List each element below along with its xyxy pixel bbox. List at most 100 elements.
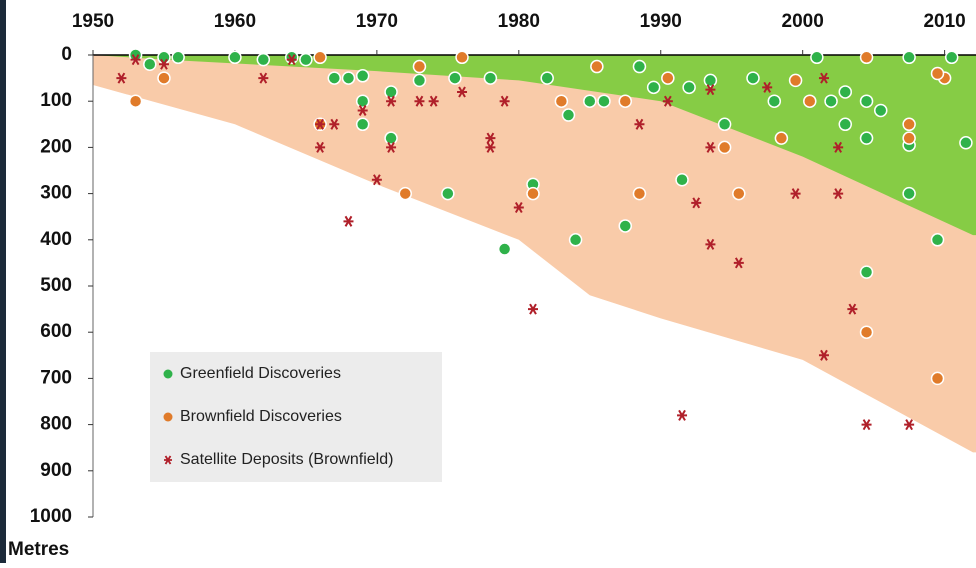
regions [93,55,976,453]
discovery-marker [703,73,718,88]
x-tick-label: 1990 [640,11,682,32]
satellite-marker [499,95,510,107]
satellite-marker [158,58,169,70]
x-tick-label: 1980 [498,11,540,32]
discovery-marker [859,50,874,65]
legend-marker [164,455,172,465]
satellite-marker [414,95,425,107]
discovery-marker [959,136,973,150]
discovery-marker [859,265,874,279]
discovery-marker [441,186,455,201]
x-tick-label: 1950 [72,11,114,32]
y-tick-label: 300 [40,183,72,204]
satellite-marker [705,238,716,250]
y-tick-label: 200 [40,136,72,157]
discovery-marker [398,186,413,201]
legend-box [150,352,442,482]
discovery-marker [554,94,569,108]
discovery-marker [157,50,171,65]
y-tick-label: 800 [40,414,72,435]
satellite-marker [818,72,829,84]
discovery-marker [412,59,427,74]
satellite-marker [371,174,382,186]
discovery-marker [930,66,945,81]
satellite-marker [528,303,538,315]
satellite-marker [662,95,673,107]
discovery-marker [313,50,327,65]
points [116,48,973,431]
satellite-marker [315,141,326,153]
satellite-marker [116,72,127,84]
discovery-marker [930,371,945,386]
y-axis-label: Metres [8,539,69,560]
discovery-marker [618,219,633,233]
discovery-marker [682,80,696,95]
discovery-marker [355,69,370,83]
discovery-marker [824,94,838,108]
x-tick-label: 1960 [214,11,256,32]
discovery-marker [632,186,647,201]
discovery-marker [944,50,959,65]
legend-item: Brownfield Discoveries [163,408,342,425]
legend-label: Satellite Deposits (Brownfield) [180,451,393,468]
satellite-marker [513,201,524,213]
satellite-marker [343,215,354,227]
discovery-marker [590,59,604,74]
frame-edge [0,0,6,563]
satellite-marker [457,86,468,98]
legend-item: Greenfield Discoveries [163,365,341,382]
discovery-marker [341,71,356,85]
discovery-marker [497,242,512,256]
satellite-marker [833,141,844,153]
satellite-marker [818,349,829,361]
discovery-marker [448,71,462,85]
x-tick-label: 1970 [356,11,398,32]
legend-item: Satellite Deposits (Brownfield) [164,451,393,468]
discovery-marker [803,94,817,108]
legend-marker [163,369,173,379]
satellite-marker [386,95,397,107]
discovery-marker [767,94,782,108]
y-tick-label: 500 [40,275,72,296]
region [93,55,976,453]
satellite-marker [904,419,915,431]
satellite-marker [705,141,716,153]
satellite-marker [357,104,368,116]
satellite-marker [691,197,702,209]
discovery-marker [788,73,803,88]
discovery-marker [859,94,874,108]
discovery-marker [143,57,157,71]
satellite-marker [634,118,645,130]
discovery-marker [355,94,370,108]
discovery-marker [774,131,789,145]
satellite-marker [130,54,141,66]
discovery-marker [412,73,427,88]
discovery-marker [228,50,242,65]
discovery-marker [384,131,398,145]
discovery-marker [355,117,370,132]
y-tick-label: 400 [40,229,72,250]
discovery-marker [128,94,143,108]
satellite-marker [258,72,269,84]
discovery-marker [568,233,583,247]
satellite-marker [286,54,297,66]
legend-label: Greenfield Discoveries [180,365,341,382]
legend-label: Brownfield Discoveries [180,408,342,425]
discovery-marker [646,80,661,95]
satellite-marker [733,257,744,269]
discovery-marker [597,94,611,108]
satellite-marker [833,188,844,200]
legend: Greenfield Discoveries Brownfield Discove… [163,365,393,468]
satellite-marker [485,132,496,144]
discovery-marker [299,52,313,67]
discovery-marker [157,71,171,85]
discovery-marker [455,50,469,65]
discovery-marker [838,117,853,132]
discovery-marker [902,117,916,132]
y-tick-label: 900 [40,460,72,481]
axes: 1950 1960 1970 1980 1990 2000 2010 0 100 200 300 40… [30,11,976,527]
discovery-marker [732,186,746,201]
y-tick-label: 1000 [30,506,72,527]
